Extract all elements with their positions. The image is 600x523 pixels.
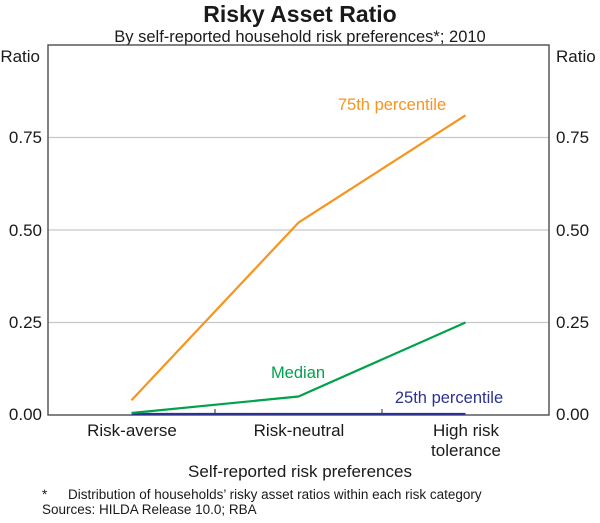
series-label-25th-percentile: 25th percentile — [394, 389, 504, 407]
chart-subtitle: By self-reported household risk preferen… — [114, 28, 486, 46]
y-tick-label-right-0.00: 0.00 — [556, 405, 590, 424]
series-line-median — [131, 321, 466, 415]
sources-line: Sources: HILDA Release 10.0; RBA — [42, 502, 257, 517]
x-category-label-risk-neutral: Risk-neutral — [253, 421, 345, 440]
x-category-label-risk-averse: Risk-averse — [87, 421, 177, 440]
y-tick-label-right-0.25: 0.25 — [556, 313, 590, 332]
chart-title: Risky Asset Ratio — [203, 1, 397, 27]
y-axis-unit-right: Ratio — [556, 47, 596, 66]
y-tick-label-right-0.50: 0.50 — [556, 221, 590, 240]
footnote-text: Distribution of households’ risky asset … — [68, 487, 482, 502]
y-tick-label-right-0.75: 0.75 — [556, 128, 590, 147]
y-tick-label-left-0.75: 0.75 — [8, 128, 42, 147]
y-tick-label-left-0.00: 0.00 — [8, 405, 42, 424]
footnote-marker: * — [42, 487, 48, 502]
x-axis-title: Self-reported risk preferences — [188, 462, 412, 481]
series-label-median: Median — [270, 364, 326, 382]
y-tick-label-left-0.50: 0.50 — [8, 221, 42, 240]
x-category-label-high-risk-tolerance: High risk tolerance — [431, 421, 501, 460]
y-tick-label-left-0.25: 0.25 — [8, 313, 42, 332]
series-label-75th-percentile: 75th percentile — [337, 96, 447, 114]
series-line-75th-percentile — [130, 114, 467, 401]
y-axis-unit-left: Ratio — [0, 47, 40, 66]
